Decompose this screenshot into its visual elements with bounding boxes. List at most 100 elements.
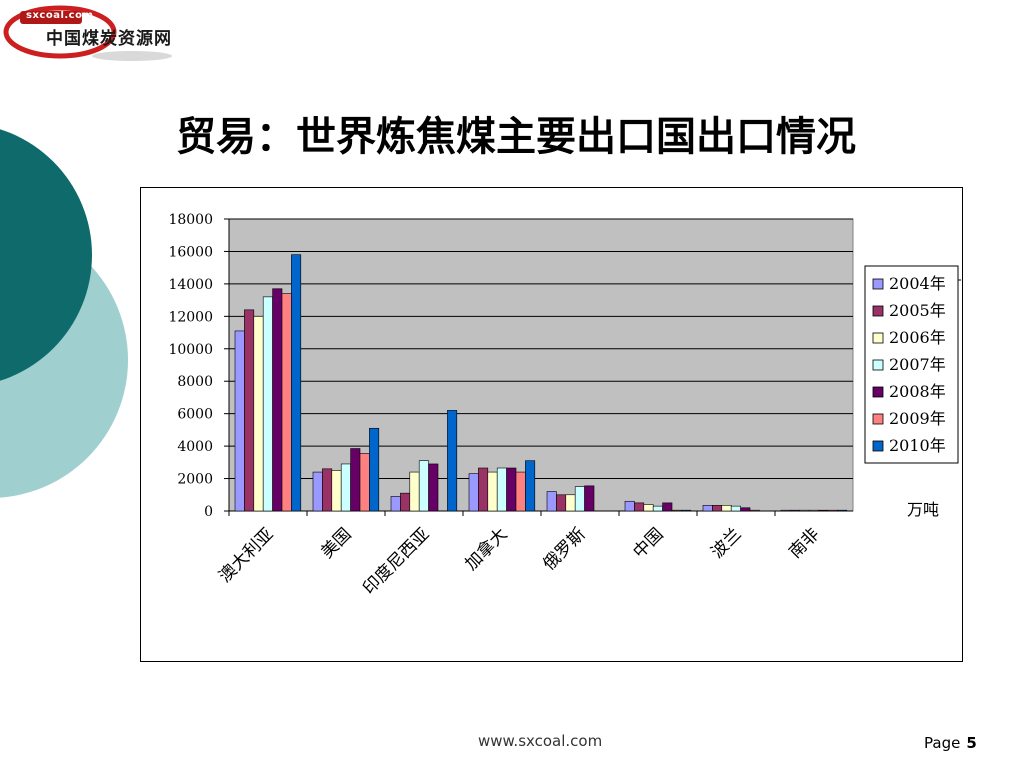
bar bbox=[496, 467, 507, 512]
bar bbox=[681, 509, 692, 512]
bar bbox=[340, 463, 351, 512]
bar bbox=[740, 507, 751, 512]
bar bbox=[712, 505, 723, 512]
bar bbox=[487, 471, 498, 512]
bar bbox=[478, 467, 489, 512]
bar bbox=[447, 410, 458, 512]
page-indicator: Page 5 bbox=[924, 734, 977, 752]
bar bbox=[643, 504, 654, 512]
bar bbox=[574, 486, 585, 512]
legend-swatch bbox=[872, 278, 884, 290]
bar bbox=[428, 463, 439, 512]
page-label: Page bbox=[924, 734, 961, 752]
legend-label: 2008年 bbox=[889, 382, 946, 401]
bar bbox=[624, 500, 635, 512]
bar bbox=[272, 288, 283, 512]
y-tick-label: 6000 bbox=[177, 407, 213, 423]
bar bbox=[565, 494, 576, 512]
bar bbox=[556, 494, 567, 512]
bar-chart: 0 2000 4000 6000 8000 10000 12000 14000 16000 180… bbox=[168, 212, 972, 599]
bar bbox=[721, 505, 732, 512]
bar bbox=[837, 509, 848, 512]
bar bbox=[780, 509, 791, 512]
bar bbox=[390, 496, 401, 512]
y-tick-label: 8000 bbox=[177, 374, 213, 390]
chart-frame: 0 2000 4000 6000 8000 10000 12000 14000 16000 180… bbox=[140, 187, 972, 662]
decorative-circle-dark bbox=[0, 129, 92, 381]
unit-label: 万吨 bbox=[907, 500, 939, 519]
legend-label: 2006年 bbox=[889, 328, 946, 347]
bar bbox=[400, 492, 411, 512]
y-tick-label: 0 bbox=[204, 504, 213, 520]
y-tick-label: 10000 bbox=[168, 342, 213, 358]
legend-label: 2007年 bbox=[889, 355, 946, 374]
y-tick-label: 16000 bbox=[168, 244, 213, 260]
bar bbox=[525, 460, 536, 512]
legend-swatch bbox=[872, 305, 884, 317]
y-tick-label: 2000 bbox=[177, 472, 213, 488]
bar bbox=[253, 316, 264, 512]
slide-title: 贸易：世界炼焦煤主要出口国出口情况 bbox=[176, 113, 856, 160]
bar bbox=[515, 471, 526, 512]
bar bbox=[369, 427, 380, 512]
bar bbox=[468, 473, 479, 512]
bar bbox=[584, 485, 595, 512]
legend-swatch bbox=[872, 359, 884, 371]
bar bbox=[671, 509, 682, 512]
bar bbox=[262, 296, 273, 512]
x-category-label: 澳大利亚 bbox=[215, 524, 277, 586]
bar bbox=[818, 509, 829, 512]
bar bbox=[652, 505, 663, 512]
bar bbox=[808, 509, 819, 512]
bar bbox=[702, 505, 713, 512]
legend-label: 2005年 bbox=[889, 301, 946, 320]
footer-url: www.sxcoal.com bbox=[478, 732, 603, 750]
bar bbox=[350, 448, 361, 512]
legend-swatch bbox=[872, 332, 884, 344]
legend-label: 2010年 bbox=[889, 436, 946, 455]
bar bbox=[506, 467, 517, 512]
x-category-label: 南非 bbox=[785, 524, 823, 562]
x-category-label: 加拿大 bbox=[461, 524, 512, 575]
bar bbox=[244, 309, 255, 512]
bar bbox=[312, 471, 323, 512]
bar bbox=[799, 509, 810, 512]
decorative-circles bbox=[0, 129, 128, 498]
bar bbox=[331, 470, 342, 512]
bar bbox=[409, 471, 420, 512]
bar bbox=[322, 468, 333, 512]
x-category-label: 印度尼西亚 bbox=[359, 524, 433, 598]
logo-url-text: sxcoal.com bbox=[26, 10, 94, 21]
bar bbox=[662, 502, 673, 512]
bar bbox=[749, 509, 760, 512]
x-category-label: 美国 bbox=[317, 524, 355, 562]
logo-swoosh-icon bbox=[3, 5, 172, 61]
bar bbox=[418, 460, 429, 512]
bar bbox=[359, 453, 370, 512]
logo-name-text: 中国煤炭资源网 bbox=[46, 29, 172, 49]
page-number: 5 bbox=[966, 734, 977, 752]
plot-area bbox=[228, 218, 854, 512]
sxcoal-logo: sxcoal.com 中国煤炭资源网 bbox=[2, 2, 180, 61]
bar bbox=[730, 505, 741, 512]
slide-title-wrap: 贸易：世界炼焦煤主要出口国出口情况 bbox=[176, 104, 856, 162]
bar bbox=[281, 293, 292, 512]
bar bbox=[291, 254, 302, 512]
y-tick-label: 12000 bbox=[168, 309, 213, 325]
legend-label: 2004年 bbox=[889, 274, 946, 293]
legend-label: 2009年 bbox=[889, 409, 946, 428]
legend-swatch bbox=[872, 440, 884, 452]
y-tick-label: 14000 bbox=[168, 277, 213, 293]
legend-swatch bbox=[872, 413, 884, 425]
bar bbox=[790, 509, 801, 512]
y-tick-label: 4000 bbox=[177, 439, 213, 455]
legend-swatch bbox=[872, 386, 884, 398]
x-category-label: 波兰 bbox=[707, 524, 745, 562]
bar bbox=[634, 502, 645, 512]
y-tick-label: 18000 bbox=[168, 212, 213, 228]
x-category-label: 中国 bbox=[629, 524, 667, 562]
bar bbox=[234, 330, 245, 512]
bar bbox=[827, 509, 838, 512]
x-category-label: 俄罗斯 bbox=[539, 524, 589, 574]
bar bbox=[546, 491, 557, 512]
